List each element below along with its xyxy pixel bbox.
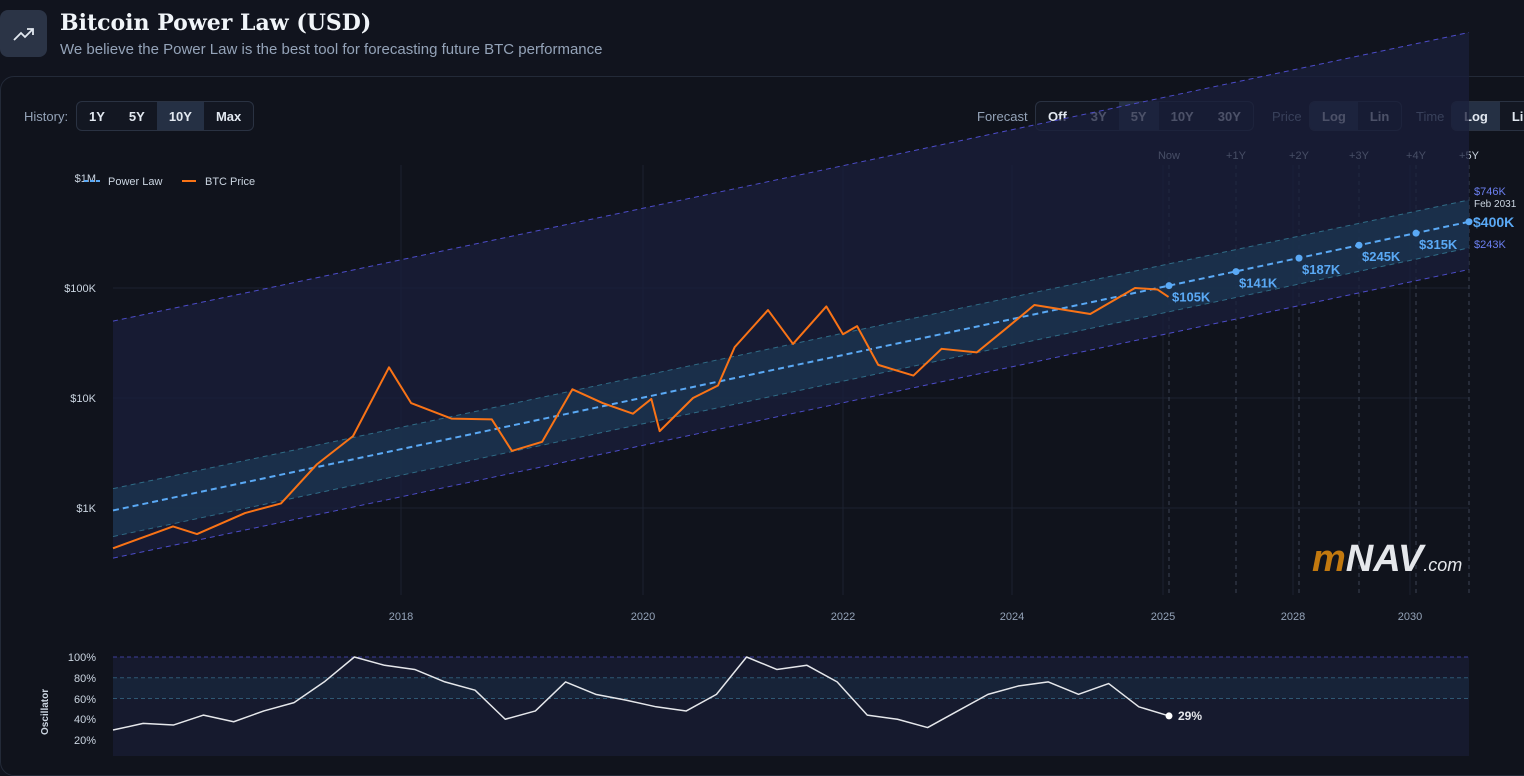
price-scale-selector: Log Lin [1309, 101, 1403, 131]
price-scale-label: Price [1272, 109, 1302, 124]
history-option-5y[interactable]: 5Y [117, 102, 157, 130]
chart-card [0, 76, 1524, 776]
history-option-10y[interactable]: 10Y [156, 102, 204, 130]
page-subtitle: We believe the Power Law is the best too… [60, 41, 603, 58]
price-scale-lin[interactable]: Lin [1358, 102, 1401, 130]
time-scale-lin[interactable]: Lin [1500, 102, 1524, 130]
history-option-1y[interactable]: 1Y [77, 102, 117, 130]
forecast-label: Forecast [977, 109, 1028, 124]
page-title: Bitcoin Power Law (USD) [60, 10, 372, 36]
forecast-option-off[interactable]: Off [1036, 102, 1079, 130]
forecast-option-3y[interactable]: 3Y [1079, 102, 1119, 130]
time-scale-selector: Log Lin [1451, 101, 1524, 131]
header-logo [0, 10, 47, 57]
time-scale-label: Time [1416, 109, 1445, 124]
price-scale-log[interactable]: Log [1310, 102, 1358, 130]
page-header: Bitcoin Power Law (USD) We believe the P… [0, 0, 1524, 76]
time-scale-log[interactable]: Log [1452, 102, 1500, 130]
forecast-option-10y[interactable]: 10Y [1159, 102, 1206, 130]
forecast-selector: Off 3Y 5Y 10Y 30Y [1035, 101, 1254, 131]
history-option-max[interactable]: Max [204, 102, 253, 130]
history-selector: 1Y 5Y 10Y Max [76, 101, 255, 131]
forecast-option-5y[interactable]: 5Y [1118, 102, 1159, 130]
forecast-option-30y[interactable]: 30Y [1206, 102, 1253, 130]
trending-up-icon [12, 27, 34, 41]
history-label: History: [24, 109, 69, 124]
